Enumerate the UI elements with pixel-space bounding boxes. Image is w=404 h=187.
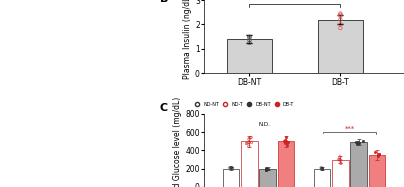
Text: a: a (6, 11, 11, 20)
Point (263, 168, 269, 171)
Bar (259, 169, 276, 187)
Bar (332, 160, 349, 187)
Y-axis label: Blood Glucose level (mg/dL): Blood Glucose level (mg/dL) (173, 97, 183, 187)
Bar (314, 169, 330, 187)
Point (372, 151, 379, 154)
Text: *: * (293, 0, 297, 3)
Point (246, 141, 252, 144)
Point (228, 166, 234, 169)
Bar (223, 169, 240, 187)
Point (265, 167, 271, 170)
Point (356, 141, 362, 144)
Point (248, 136, 255, 139)
Point (248, 141, 255, 144)
Bar (278, 141, 294, 187)
Point (246, 41, 252, 44)
Point (337, 23, 343, 26)
Point (285, 140, 292, 143)
Point (263, 167, 269, 170)
Point (246, 39, 252, 42)
Point (246, 35, 252, 38)
Point (338, 159, 344, 162)
Text: C: C (160, 103, 168, 113)
Point (263, 168, 269, 171)
Text: b: b (106, 11, 112, 20)
Text: A: A (4, 6, 13, 16)
Point (319, 167, 325, 170)
Point (282, 139, 288, 142)
Legend: ND-NT, ND-T, DB-NT, DB-T: ND-NT, ND-T, DB-NT, DB-T (190, 100, 296, 109)
Point (246, 36, 252, 39)
Point (337, 27, 343, 30)
Point (337, 155, 343, 158)
Point (243, 142, 250, 145)
Point (246, 138, 252, 141)
Y-axis label: Plasma Insulin (ng/dL): Plasma Insulin (ng/dL) (183, 0, 192, 79)
Point (284, 140, 290, 143)
Text: d: d (106, 105, 112, 114)
Text: ***: *** (344, 125, 355, 131)
Point (229, 166, 235, 169)
Point (247, 136, 253, 139)
Point (318, 166, 324, 169)
Point (319, 168, 326, 171)
Text: N.D.: N.D. (259, 122, 271, 126)
Point (229, 167, 236, 170)
Point (245, 141, 251, 144)
Point (227, 166, 233, 169)
Point (283, 140, 289, 143)
Point (281, 140, 287, 142)
Point (354, 142, 361, 145)
Point (338, 162, 344, 165)
Bar (241, 141, 258, 187)
Point (263, 166, 269, 169)
Point (376, 153, 382, 156)
Point (360, 140, 366, 143)
Point (284, 144, 290, 147)
Point (337, 12, 343, 15)
Point (355, 140, 362, 143)
Bar (350, 142, 367, 187)
Point (282, 141, 288, 144)
Point (337, 18, 343, 21)
Point (375, 152, 382, 155)
Bar (368, 155, 385, 187)
Point (353, 140, 360, 143)
Bar (227, 39, 272, 73)
Point (336, 158, 342, 161)
Point (375, 154, 381, 157)
Point (337, 13, 343, 16)
Point (228, 167, 234, 170)
Point (246, 145, 252, 148)
Text: B: B (160, 0, 168, 4)
Point (337, 158, 343, 161)
Point (282, 136, 289, 139)
Point (337, 14, 343, 17)
Text: c: c (6, 105, 11, 114)
Point (374, 155, 381, 158)
Point (319, 167, 326, 170)
Bar (318, 20, 363, 73)
Point (319, 167, 325, 170)
